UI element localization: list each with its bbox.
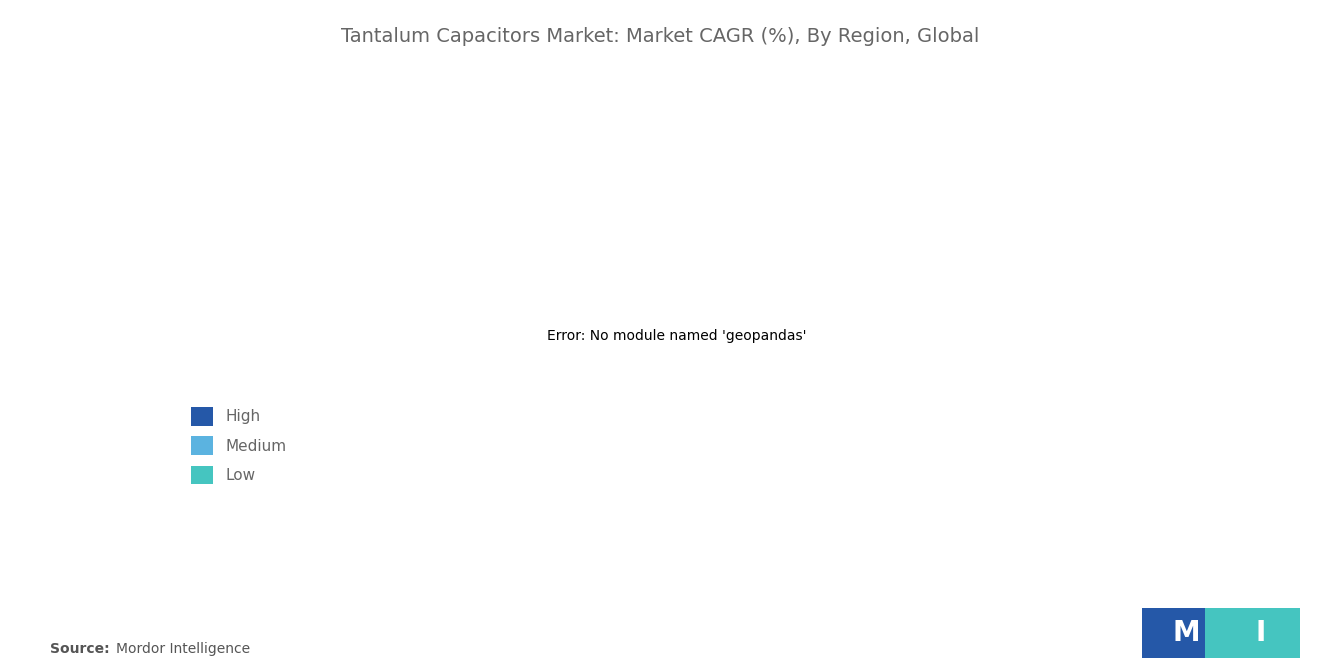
Text: Source:: Source: <box>50 642 110 656</box>
Polygon shape <box>1205 608 1300 658</box>
Polygon shape <box>1142 608 1237 658</box>
Text: Mordor Intelligence: Mordor Intelligence <box>116 642 251 656</box>
Text: Error: No module named 'geopandas': Error: No module named 'geopandas' <box>546 329 807 343</box>
Text: Tantalum Capacitors Market: Market CAGR (%), By Region, Global: Tantalum Capacitors Market: Market CAGR … <box>341 27 979 46</box>
Legend: High, Medium, Low: High, Medium, Low <box>183 400 294 492</box>
Text: M: M <box>1172 619 1200 648</box>
Text: I: I <box>1255 619 1266 648</box>
